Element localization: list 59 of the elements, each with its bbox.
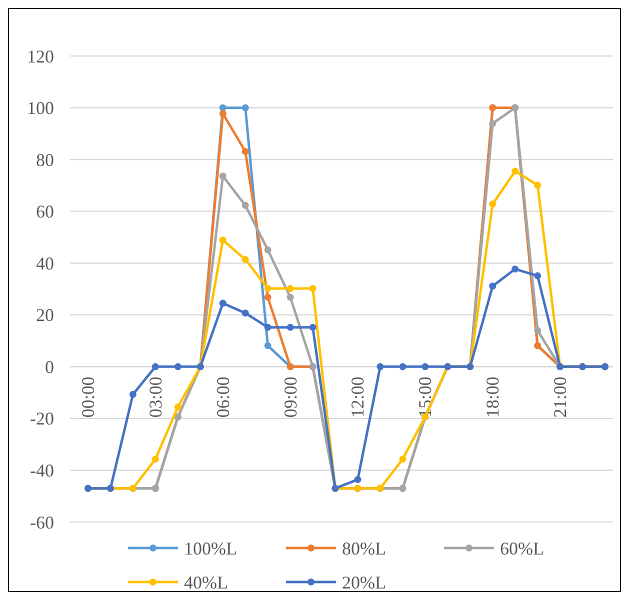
point: [174, 363, 182, 370]
point: [152, 456, 159, 463]
point: [219, 236, 226, 244]
point: [399, 456, 406, 463]
legend-label: 80%L: [342, 538, 386, 558]
point: [489, 282, 496, 290]
point: [489, 200, 496, 208]
x-tick-label: 03:00: [145, 376, 166, 418]
point: [354, 476, 362, 484]
point: [264, 294, 272, 301]
point: [129, 390, 136, 398]
point: [219, 172, 226, 180]
point: [264, 342, 272, 350]
point: [512, 266, 519, 273]
point: [512, 168, 519, 175]
y-tick-label: 120: [27, 46, 54, 66]
point: [264, 324, 272, 331]
y-tick-label: 40: [36, 253, 54, 274]
y-tick-label: -60: [30, 512, 54, 532]
point: [309, 284, 316, 292]
x-tick-label: 12:00: [348, 376, 368, 418]
point: [242, 148, 249, 156]
y-tick-label: 100: [27, 98, 54, 118]
point: [376, 363, 384, 370]
point: [489, 120, 496, 128]
x-tick-label: 18:00: [482, 376, 503, 418]
x-tick-label: 00:00: [78, 376, 98, 418]
y-tick-label: 80: [36, 150, 54, 170]
legend-label: 100%L: [184, 538, 237, 558]
point: [152, 363, 159, 370]
legend-label: 20%L: [342, 572, 386, 592]
y-tick-label: 60: [36, 202, 54, 222]
point: [242, 256, 249, 263]
point: [286, 294, 294, 301]
y-tick-label: -20: [30, 408, 54, 429]
point: [242, 202, 249, 209]
x-tick-label: 09:00: [280, 376, 300, 418]
point: [264, 246, 272, 254]
point: [242, 310, 249, 317]
y-tick-label: -40: [30, 460, 54, 481]
point: [264, 284, 272, 292]
point: [309, 324, 316, 331]
point: [286, 284, 294, 292]
legend-label: 40%L: [184, 572, 228, 592]
x-tick-label: 06:00: [212, 376, 233, 418]
point: [422, 363, 429, 370]
point: [286, 324, 294, 331]
point: [399, 363, 406, 370]
point: [534, 272, 542, 280]
point: [219, 110, 226, 117]
y-tick-label: 20: [36, 305, 54, 326]
point: [534, 182, 542, 189]
x-tick-label: 21:00: [550, 376, 570, 418]
point: [174, 404, 182, 411]
point: [242, 104, 249, 112]
point: [219, 300, 226, 307]
legend-label: 60%L: [500, 538, 544, 558]
y-tick-label: 0: [45, 356, 54, 377]
point: [534, 326, 542, 334]
